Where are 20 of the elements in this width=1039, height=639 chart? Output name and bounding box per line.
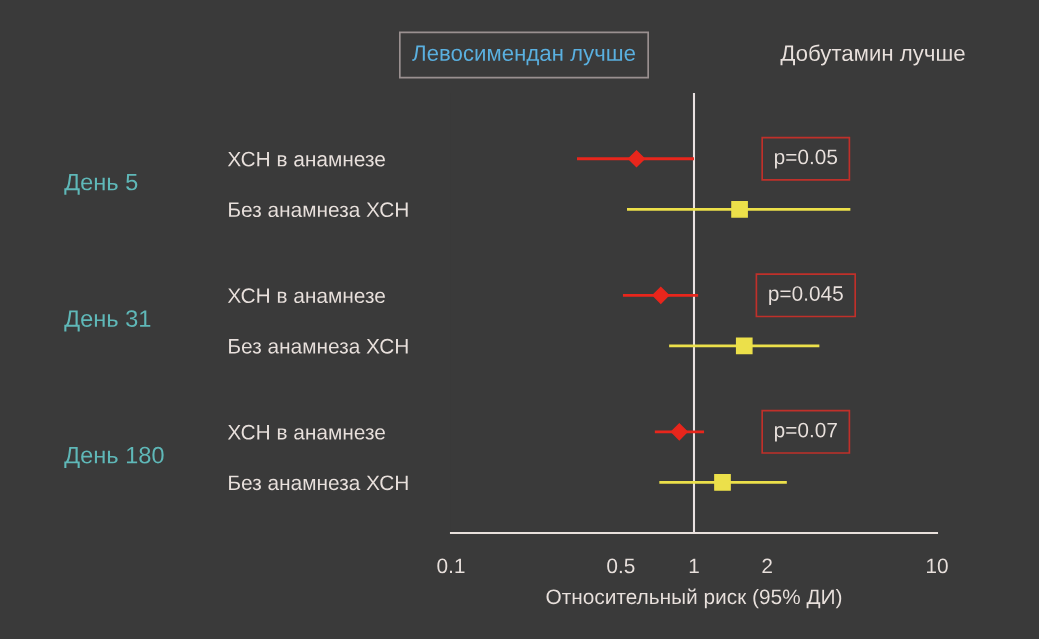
- annotation: p=0.05: [774, 149, 838, 169]
- text: Левосимендан лучше: [412, 45, 635, 66]
- annotation: p=0.045: [769, 286, 843, 306]
- y-tick-label: Без анамнеза ХСН: [229, 475, 408, 491]
- x-axis-title: Относительный риск (95% ДИ): [546, 588, 842, 609]
- x-tick-label: 0.1: [437, 558, 465, 574]
- x-tick-label: 10: [927, 558, 948, 574]
- annotation: p=0.07: [774, 422, 837, 442]
- y-tick-label: Без анамнеза ХСН: [229, 338, 408, 354]
- y-tick-label: Без анамнеза ХСН: [229, 202, 408, 218]
- x-tick-label: 1: [689, 558, 699, 574]
- text: День 31: [64, 310, 151, 332]
- x-tick-label: 0.5: [607, 558, 635, 574]
- text: День 5: [64, 173, 138, 195]
- text: Добутамин лучше: [780, 44, 965, 66]
- text: День 180: [64, 446, 164, 468]
- y-tick-label: ХСН в анамнезе: [227, 424, 385, 440]
- y-tick-label: ХСН в анамнезе: [227, 288, 385, 304]
- y-tick-label: ХСН в анамнезе: [227, 151, 385, 167]
- x-tick-label: 2: [762, 558, 772, 574]
